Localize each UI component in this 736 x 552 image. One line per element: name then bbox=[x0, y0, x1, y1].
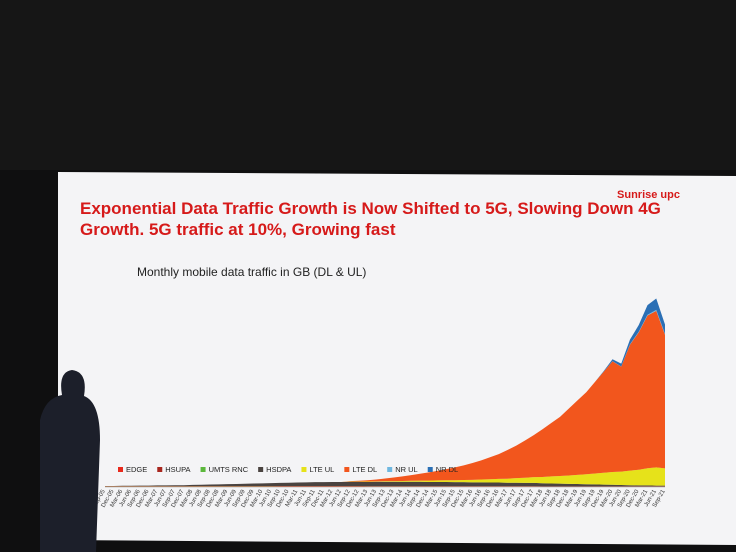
brand: Sunrise upc bbox=[617, 189, 680, 201]
speaker bbox=[40, 370, 100, 552]
legend-label: HSDPA bbox=[266, 465, 291, 474]
legend-label: EDGE bbox=[126, 465, 147, 474]
legend-label: HSUPA bbox=[165, 465, 190, 474]
chart-title: Exponential Data Traffic Growth is Now S… bbox=[80, 199, 661, 239]
legend-label: NR DL bbox=[436, 465, 459, 474]
legend-label: UMTS RNC bbox=[209, 465, 249, 474]
chart-subtitle: Monthly mobile data traffic in GB (DL & … bbox=[137, 265, 366, 279]
area bbox=[105, 481, 665, 487]
legend-swatch bbox=[118, 467, 123, 472]
area bbox=[105, 467, 665, 486]
legend-label: NR UL bbox=[395, 465, 418, 474]
legend-swatch bbox=[200, 467, 206, 472]
legend-swatch bbox=[387, 467, 393, 472]
legend-swatch bbox=[344, 467, 350, 472]
title-box: Exponential Data Traffic Growth is Now S… bbox=[80, 199, 661, 239]
legend-swatch bbox=[157, 467, 163, 472]
area bbox=[105, 310, 665, 486]
legend-swatch bbox=[258, 467, 264, 472]
legend-swatch bbox=[427, 467, 433, 472]
legend-swatch bbox=[301, 467, 307, 472]
legend-label: LTE UL bbox=[309, 465, 334, 474]
ceiling bbox=[0, 0, 736, 170]
legend-label: LTE DL bbox=[352, 465, 377, 474]
area bbox=[105, 486, 665, 487]
